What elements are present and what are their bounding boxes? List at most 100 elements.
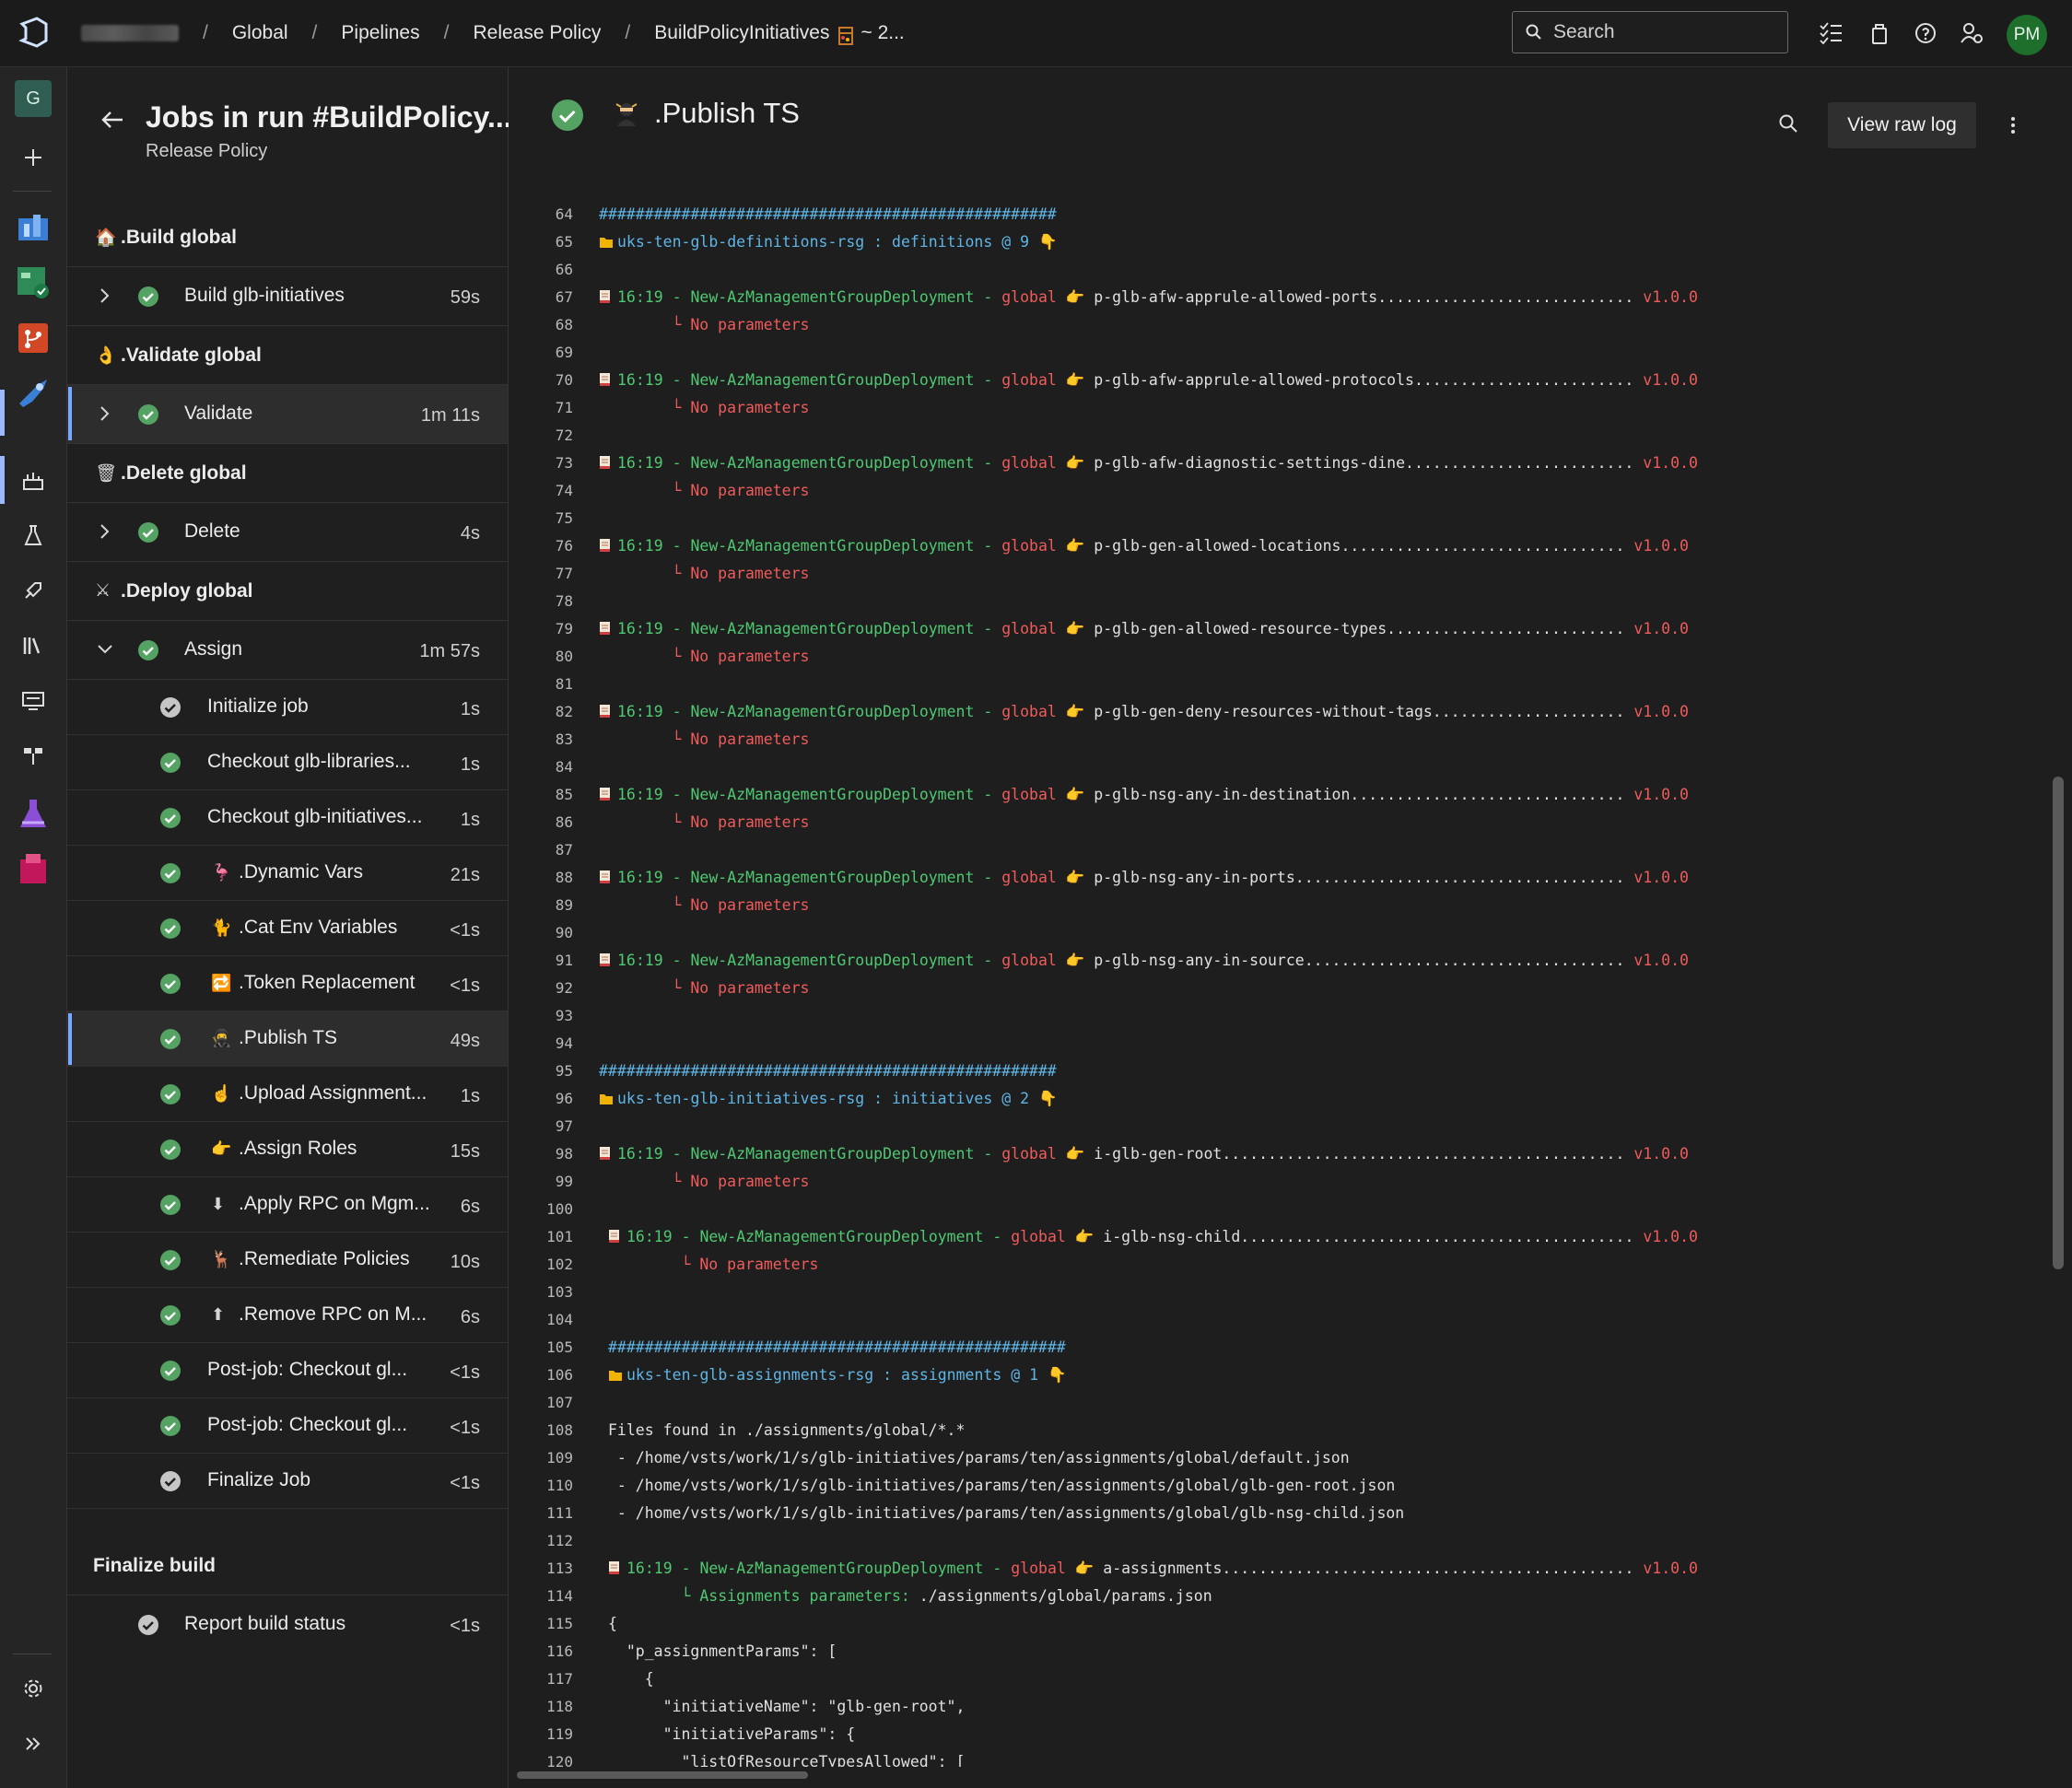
step-row[interactable]: 🥷 .Publish TS 49s <box>67 1011 508 1067</box>
job-report-build-status[interactable]: Report build status <1s <box>67 1595 508 1654</box>
step-duration: <1s <box>450 1418 480 1438</box>
step-row[interactable]: ⬇ .Apply RPC on Mgm... 6s <box>67 1177 508 1233</box>
line-text: └ No parameters <box>599 560 809 588</box>
artifacts-icon[interactable] <box>11 847 55 891</box>
search-icon[interactable] <box>1778 113 1798 134</box>
job-assign[interactable]: Assign 1m 57s <box>67 621 508 680</box>
step-duration: <1s <box>450 1362 480 1383</box>
help-icon[interactable] <box>1913 20 1938 46</box>
step-label: Finalize Job <box>207 1469 311 1490</box>
step-row[interactable]: ☝ .Upload Assignment... 1s <box>67 1067 508 1122</box>
vertical-scrollbar[interactable] <box>2053 777 2064 1269</box>
back-arrow-icon[interactable] <box>100 108 124 132</box>
test-plans-icon[interactable] <box>11 791 55 836</box>
azure-devops-logo-icon[interactable] <box>17 15 52 50</box>
search-input[interactable] <box>1551 20 1767 44</box>
log-line: 115 { <box>509 1610 2056 1638</box>
line-text: └ No parameters <box>599 726 809 754</box>
overview-icon[interactable] <box>11 205 55 250</box>
more-options-icon[interactable] <box>2008 115 2018 135</box>
step-row[interactable]: Initialize job 1s <box>67 680 508 735</box>
user-settings-icon[interactable] <box>1959 20 1984 46</box>
organization-name-redacted[interactable] <box>81 25 179 41</box>
breadcrumb-folder[interactable]: Release Policy <box>473 22 602 43</box>
project-avatar[interactable]: G <box>15 80 52 117</box>
chevron-right-icon[interactable] <box>97 523 113 540</box>
log-segment: 16:19 - New-AzManagementGroupDeployment … <box>626 1228 1012 1245</box>
job-validate[interactable]: Validate 1m 11s <box>67 385 508 444</box>
environments-icon[interactable] <box>11 513 55 557</box>
line-number: 114 <box>546 1587 573 1605</box>
step-row[interactable]: Checkout glb-libraries... 1s <box>67 735 508 790</box>
breadcrumb-pipeline[interactable]: BuildPolicyInitiatives <box>654 22 830 43</box>
chevron-right-icon[interactable] <box>97 405 113 422</box>
log-segment: 16:19 - New-AzManagementGroupDeployment … <box>617 620 1002 637</box>
pipeline-runs-icon[interactable] <box>11 458 55 502</box>
log-segment: v1.0.0 <box>1633 620 1689 637</box>
breadcrumb-run[interactable]: ~ 2... <box>860 22 905 43</box>
step-row[interactable]: 🦌 .Remediate Policies 10s <box>67 1233 508 1288</box>
settings-icon[interactable] <box>11 1666 55 1711</box>
chevron-right-icon[interactable] <box>97 287 113 304</box>
avatar[interactable]: PM <box>2007 15 2047 55</box>
line-number: 99 <box>555 1173 573 1190</box>
library-icon[interactable] <box>11 624 55 668</box>
step-label: .Cat Env Variables <box>239 917 398 938</box>
step-row[interactable]: Post-job: Checkout gl... <1s <box>67 1343 508 1398</box>
log-segment: 16:19 - New-AzManagementGroupDeployment … <box>617 703 1002 720</box>
releases-icon[interactable] <box>11 568 55 613</box>
log-segment: 16:19 - New-AzManagementGroupDeployment … <box>617 454 1002 472</box>
log-segment: 16:19 - New-AzManagementGroupDeployment … <box>617 1145 1002 1163</box>
horizontal-scrollbar[interactable] <box>517 1771 808 1779</box>
line-text: uks-ten-glb-initiatives-rsg : initiative… <box>599 1085 1058 1113</box>
page-subtitle: Release Policy <box>146 141 268 161</box>
expand-icon[interactable] <box>11 1722 55 1766</box>
step-row[interactable]: 👉 .Assign Roles 15s <box>67 1122 508 1177</box>
task-groups-icon[interactable] <box>11 679 55 723</box>
log-line: 76 16:19 - New-AzManagementGroupDeploymen… <box>509 532 2056 560</box>
stage-finalize-build[interactable]: Finalize build <box>67 1537 508 1595</box>
repos-icon[interactable] <box>11 316 55 360</box>
line-number: 80 <box>555 648 573 665</box>
line-number: 94 <box>555 1034 573 1052</box>
step-row[interactable]: Checkout glb-initiatives... 1s <box>67 790 508 846</box>
log-segment: global <box>1001 952 1057 969</box>
step-row[interactable]: ⬆ .Remove RPC on M... 6s <box>67 1288 508 1343</box>
stage-validate-global[interactable]: 👌 .Validate global <box>67 326 508 385</box>
boards-icon[interactable] <box>11 261 55 305</box>
pipelines-icon[interactable] <box>11 371 55 415</box>
log-output[interactable]: 64 ######################################… <box>509 201 2056 1767</box>
chevron-down-icon[interactable] <box>97 641 113 658</box>
step-row[interactable]: 🦩 .Dynamic Vars 21s <box>67 846 508 901</box>
stage-delete-global[interactable]: 🗑 .Delete global <box>67 444 508 503</box>
log-segment: global <box>1001 786 1057 803</box>
job-label: Validate <box>184 403 253 424</box>
stage-deploy-global[interactable]: ⚔ .Deploy global <box>67 562 508 621</box>
line-number: 111 <box>546 1504 573 1522</box>
step-row[interactable]: Finalize Job <1s <box>67 1454 508 1509</box>
stage-build-global[interactable]: 🏠 .Build global <box>67 208 508 267</box>
deployment-groups-icon[interactable] <box>11 734 55 778</box>
log-line: 65 uks-ten-glb-definitions-rsg : definiti… <box>509 228 2056 256</box>
line-number: 101 <box>546 1228 573 1245</box>
step-row[interactable]: 🔁 .Token Replacement <1s <box>67 956 508 1011</box>
line-number: 67 <box>555 288 573 306</box>
job-build-glb-initiatives[interactable]: Build glb-initiatives 59s <box>67 267 508 326</box>
search-box[interactable] <box>1512 11 1788 53</box>
add-icon[interactable] <box>11 135 55 180</box>
job-delete[interactable]: Delete 4s <box>67 503 508 562</box>
log-segment: v1.0.0 <box>1643 288 1698 306</box>
success-icon <box>160 808 181 828</box>
log-segment: v1.0.0 <box>1633 869 1689 886</box>
shopping-bag-icon[interactable] <box>1867 20 1892 46</box>
breadcrumb-project[interactable]: Global <box>231 22 288 43</box>
line-text: └ No parameters <box>599 1168 809 1196</box>
step-row[interactable]: Post-job: Checkout gl... <1s <box>67 1398 508 1454</box>
line-text: 16:19 - New-AzManagementGroupDeployment … <box>599 781 1689 809</box>
step-row[interactable]: 🐈 .Cat Env Variables <1s <box>67 901 508 956</box>
task-list-icon[interactable] <box>1818 20 1844 46</box>
step-label: .Apply RPC on Mgm... <box>239 1193 430 1214</box>
view-raw-log-button[interactable]: View raw log <box>1828 102 1976 148</box>
breadcrumb-pipelines[interactable]: Pipelines <box>341 22 420 43</box>
line-text: ########################################… <box>608 1334 1066 1361</box>
